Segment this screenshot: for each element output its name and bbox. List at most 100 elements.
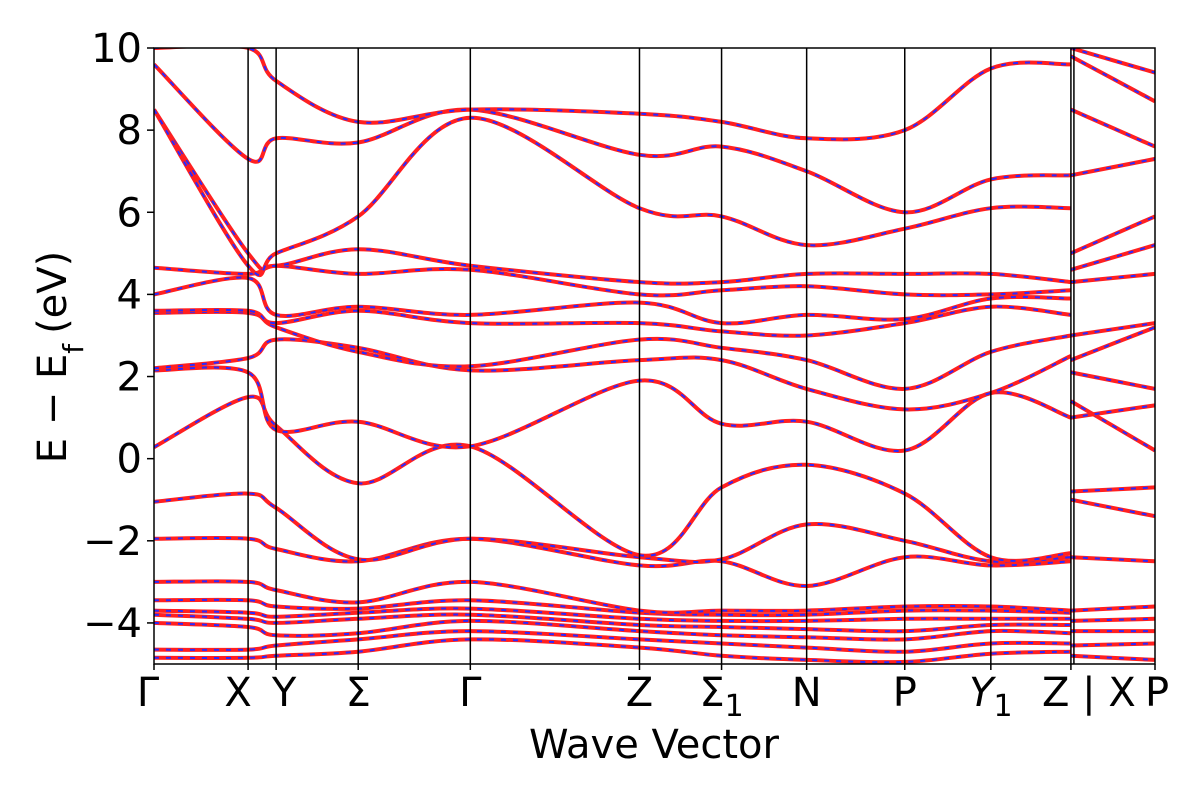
- band-37-overlay-line: [1070, 108, 1155, 148]
- band-7-overlay-line: [154, 536, 1071, 588]
- band-16-reference-line: [154, 108, 1072, 286]
- x-tick-label-3: Σ: [346, 670, 371, 716]
- band-11-overlay-line: [154, 338, 1072, 411]
- band-4-reference-line: [154, 606, 1071, 624]
- band-27-reference-line: [1070, 485, 1155, 494]
- x-tick-label-1: X: [224, 670, 251, 716]
- band-26-reference-line: [1070, 497, 1155, 519]
- x-tick-label-11: P: [1145, 670, 1169, 716]
- band-38: [1069, 54, 1155, 104]
- band-32-reference-line: [1070, 321, 1155, 338]
- x-axis-label: Wave Vector: [529, 722, 780, 768]
- x-tick-label-0: Γ: [137, 670, 160, 716]
- band-24: [1070, 604, 1155, 613]
- band-16: [154, 108, 1072, 286]
- y-axis-label-subscript: f: [57, 343, 90, 354]
- band-33: [1070, 271, 1155, 285]
- band-17: [154, 108, 1071, 278]
- y-tick-label-4: 2: [117, 355, 142, 401]
- band-1-reference-line: [154, 629, 1071, 654]
- band-23-reference-line: [1070, 616, 1155, 623]
- x-tick-label-4: Γ: [459, 670, 482, 716]
- band-28-overlay-line: [1070, 400, 1155, 452]
- band-2: [154, 618, 1071, 642]
- band-33-reference-line: [1070, 271, 1155, 285]
- band-23: [1070, 616, 1155, 623]
- band-11-reference-line: [154, 337, 1072, 412]
- y-tick-label-3: 4: [117, 272, 142, 318]
- band-29: [1070, 403, 1155, 420]
- band-11: [154, 337, 1072, 412]
- x-tick-label-10: Z | X: [1042, 670, 1136, 716]
- band-16-overlay-line: [154, 109, 1072, 285]
- y-axis-ticks: 10 8 6 4 2 0 −2 −4: [83, 26, 154, 647]
- plot-frame: [153, 47, 1156, 665]
- band-17-overlay-line: [154, 109, 1071, 277]
- band-21: [1070, 641, 1155, 648]
- band-31-overlay-line: [1070, 326, 1155, 362]
- y-axis-label: E − Ef (eV): [30, 251, 90, 464]
- y-axis-label-unit: (eV): [30, 251, 76, 334]
- x-tick-label-8: P: [893, 670, 917, 716]
- band-7: [154, 535, 1072, 589]
- band-5-reference-line: [154, 597, 1071, 618]
- band-25-reference-line: [1070, 555, 1155, 564]
- band-20-reference-line: [1070, 653, 1155, 662]
- band-18: [154, 62, 1072, 215]
- band-3: [154, 612, 1071, 634]
- band-18-overlay-line: [154, 63, 1071, 214]
- band-21-reference-line: [1070, 641, 1155, 648]
- x-tick-label-9: Y1: [969, 670, 1013, 724]
- x-tick-label-7: N: [792, 670, 822, 716]
- y-tick-label-0: 10: [91, 26, 142, 72]
- band-30-reference-line: [1070, 370, 1155, 391]
- band-9: [154, 394, 1072, 563]
- band-6: [154, 579, 1072, 615]
- x-tick-label-6: Σ1: [699, 670, 743, 724]
- band-31: [1070, 325, 1155, 362]
- band-28: [1069, 399, 1155, 453]
- band-2-overlay-line: [154, 619, 1071, 641]
- y-axis-label-main: E − E: [30, 354, 76, 464]
- band-4: [154, 606, 1071, 624]
- band-27: [1070, 485, 1155, 494]
- band-36: [1070, 156, 1155, 178]
- band-9-overlay-line: [154, 395, 1071, 562]
- y-tick-label-1: 8: [117, 108, 142, 154]
- band-10-reference-line: [154, 365, 1072, 453]
- band-26: [1070, 497, 1155, 519]
- band-13: [154, 304, 1072, 338]
- band-17-reference-line: [154, 108, 1071, 278]
- x-tick-label-2: Y: [271, 670, 297, 716]
- band-29-reference-line: [1070, 403, 1155, 420]
- band-14-overlay-line: [154, 276, 1071, 325]
- band-14: [154, 275, 1071, 326]
- band-13-overlay-line: [154, 305, 1071, 337]
- band-38-reference-line: [1069, 54, 1155, 104]
- band-8: [154, 491, 1072, 564]
- band-36-reference-line: [1070, 156, 1155, 178]
- band-1: [154, 629, 1071, 654]
- high-symmetry-lines: [247, 48, 1075, 664]
- y-tick-label-2: 6: [117, 190, 142, 236]
- band-32: [1070, 321, 1155, 338]
- band-30: [1070, 370, 1155, 391]
- band-18-reference-line: [154, 62, 1072, 215]
- band-3-reference-line: [154, 612, 1071, 634]
- band-25: [1070, 555, 1155, 564]
- band-19-overlay-line: [154, 48, 1071, 141]
- band-10: [154, 365, 1072, 453]
- band-5: [154, 597, 1071, 618]
- x-tick-label-5: Z: [626, 670, 653, 716]
- band-20: [1070, 653, 1155, 662]
- band-35: [1070, 214, 1155, 256]
- band-34: [1070, 243, 1155, 272]
- y-tick-label-5: 0: [117, 437, 142, 483]
- band-24-reference-line: [1070, 604, 1155, 613]
- band-35-overlay-line: [1070, 215, 1155, 255]
- band-39: [1070, 48, 1155, 75]
- y-tick-label-7: −4: [83, 601, 142, 647]
- band-9-reference-line: [154, 394, 1072, 563]
